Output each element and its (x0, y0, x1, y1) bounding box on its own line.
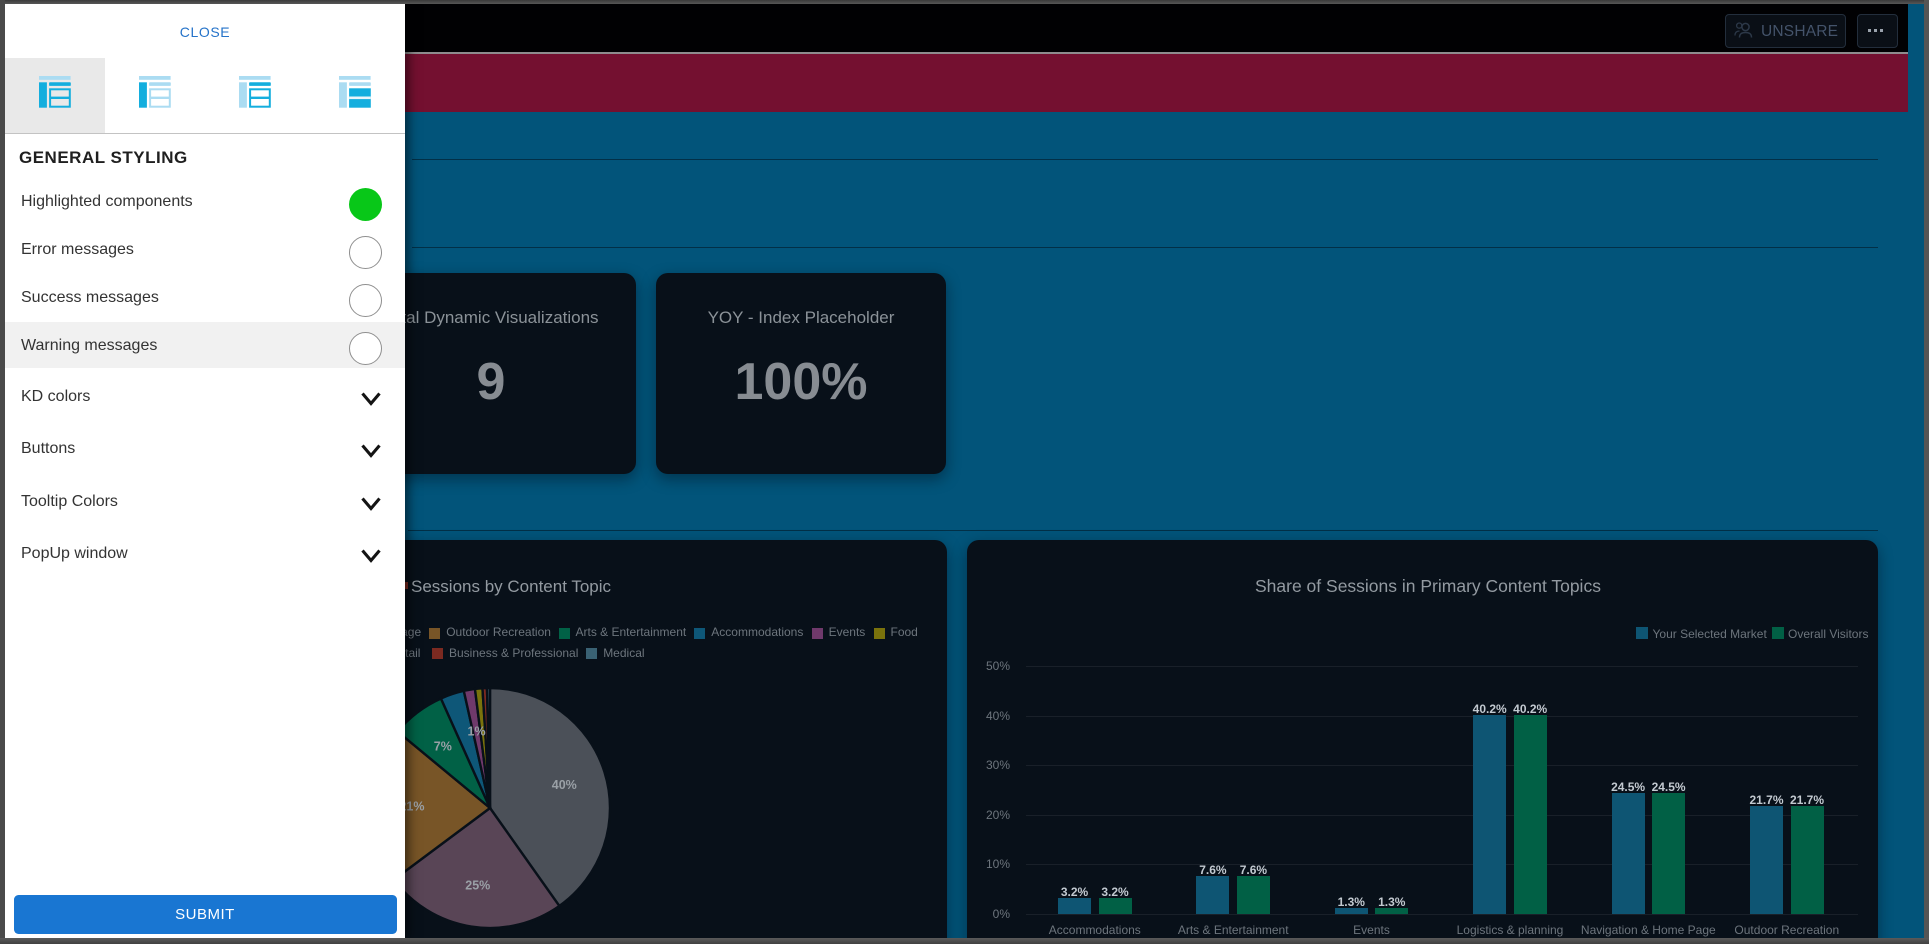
svg-text:40%: 40% (552, 778, 577, 792)
svg-text:1%: 1% (468, 725, 486, 739)
svg-text:21%: 21% (399, 800, 424, 814)
svg-text:25%: 25% (465, 879, 490, 893)
svg-text:7%: 7% (434, 739, 452, 753)
